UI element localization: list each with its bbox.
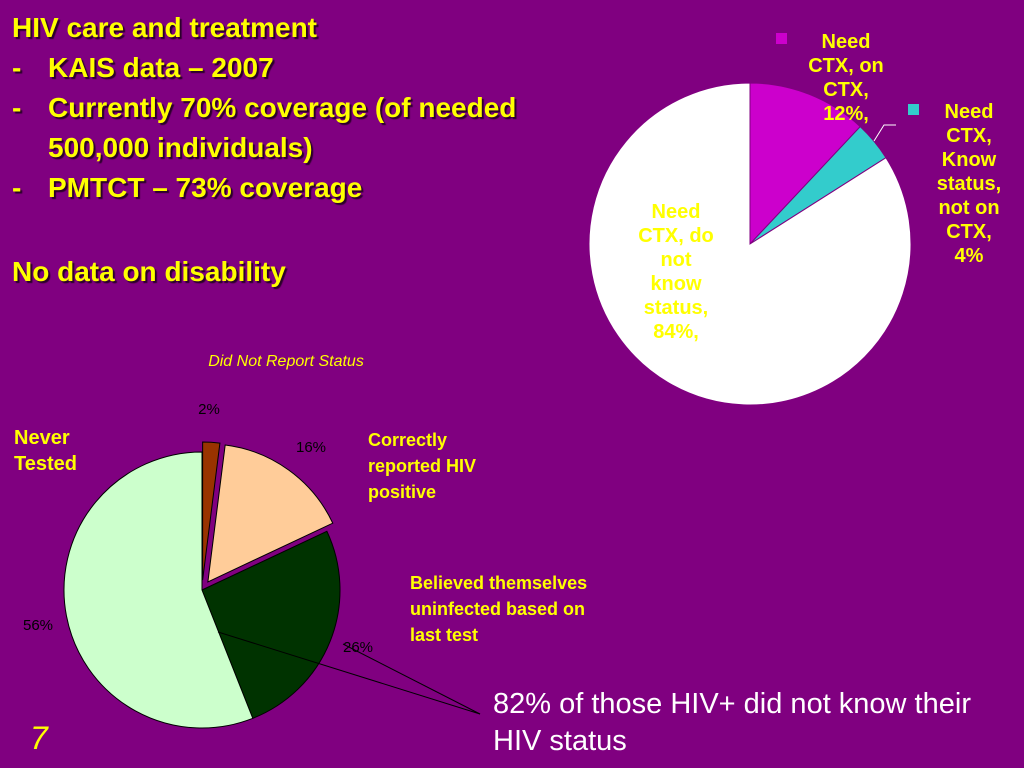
ctx-need-pie-chart: Need CTX, on CTX, 12%, Need CTX, Know status, no… [588,31,1001,406]
ctx-slice-label-line: 84%, [653,321,699,343]
ctx-legend-marker [776,33,787,44]
bullet-marker: - [12,172,22,203]
ctx-pie-slice [588,82,912,406]
bullet-text: KAIS data – 2007 [48,52,274,83]
bullet-text: PMTCT – 73% coverage [48,172,363,203]
ctx-slice-label-line: Know [942,149,997,171]
status-pie-slice [202,441,221,581]
believed-uninfected-label-line: Believed themselves [410,573,587,593]
never-tested-label-line: Tested [14,453,77,475]
bullet-item: - KAIS data – 2007 [12,48,528,88]
ctx-slice-label-line: 12%, [823,103,869,125]
correctly-reported-label-line: positive [368,482,436,502]
bullet-list: - KAIS data – 2007 - Currently 70% coverag… [12,48,528,208]
status-value-label: 16% [296,439,326,456]
ctx-slice-label: Need CTX, on CTX, 12%, [808,31,884,125]
ctx-slice-label-line: CTX, [946,125,992,147]
ctx-slice-label: Need CTX, do not know status, 84%, [638,201,714,343]
no-data-note: No data on disability [12,256,286,287]
correctly-reported-label-line: Correctly [368,430,447,450]
ctx-slice-label-line: status, [937,173,1001,195]
correctly-reported-label-line: reported HIV [368,456,476,476]
bullet-marker: - [12,92,22,123]
ctx-leader-line [873,124,896,142]
ctx-slice-label: Need CTX, Know status, not on CTX, 4% [937,101,1001,267]
ctx-slice-label-line: CTX, do [638,225,714,247]
ctx-slice-label-line: 4% [955,245,984,267]
ctx-slice-label-line: Need [822,31,871,53]
ctx-slice-label-line: CTX, [946,221,992,243]
chart-title: Did Not Report Status [208,353,364,370]
believed-uninfected-label-line: last test [410,625,478,645]
bullet-item: - PMTCT – 73% coverage [12,168,528,208]
status-value-label: 56% [23,617,53,634]
ctx-legend-marker [604,202,617,215]
ctx-legend-marker [908,104,919,115]
status-pie-slice [201,530,341,719]
status-pie-slice [63,451,254,729]
conclusion-text: 82% of those HIV+ did not know their HIV… [493,688,971,757]
never-tested-label-line: Never [14,427,70,449]
callout-line [342,643,481,715]
ctx-slice-label-line: not on [938,197,999,219]
ctx-slice-label-line: CTX, [823,79,869,101]
ctx-slice-label-line: status, [644,297,708,319]
callout-line [217,631,481,715]
ctx-slice-label-line: not [660,249,691,271]
page-number: 7 [30,720,48,756]
ctx-slice-label-line: know [650,273,702,295]
slide-title: HIV care and treatment [12,12,317,43]
status-pie-slice [207,444,334,583]
status-value-label: 2% [198,401,220,418]
status-value-label: 26% [343,639,373,656]
bullet-item: - Currently 70% coverage (of needed 500,0… [12,88,528,168]
bullet-text: Currently 70% coverage (of needed 500,00… [48,92,517,163]
ctx-slice-label-line: CTX, on [808,55,884,77]
never-tested-label: Never Tested [14,427,77,475]
correctly-reported-label: Correctly reported HIV positive [368,430,476,502]
believed-uninfected-label-line: uninfected based on [410,599,585,619]
ctx-slice-label-line: Need [652,201,701,223]
ctx-pie-slice [749,82,861,246]
bullet-marker: - [12,52,22,83]
believed-uninfected-label: Believed themselves uninfected based on la… [410,573,587,645]
ctx-slice-label-line: Need [945,101,994,123]
